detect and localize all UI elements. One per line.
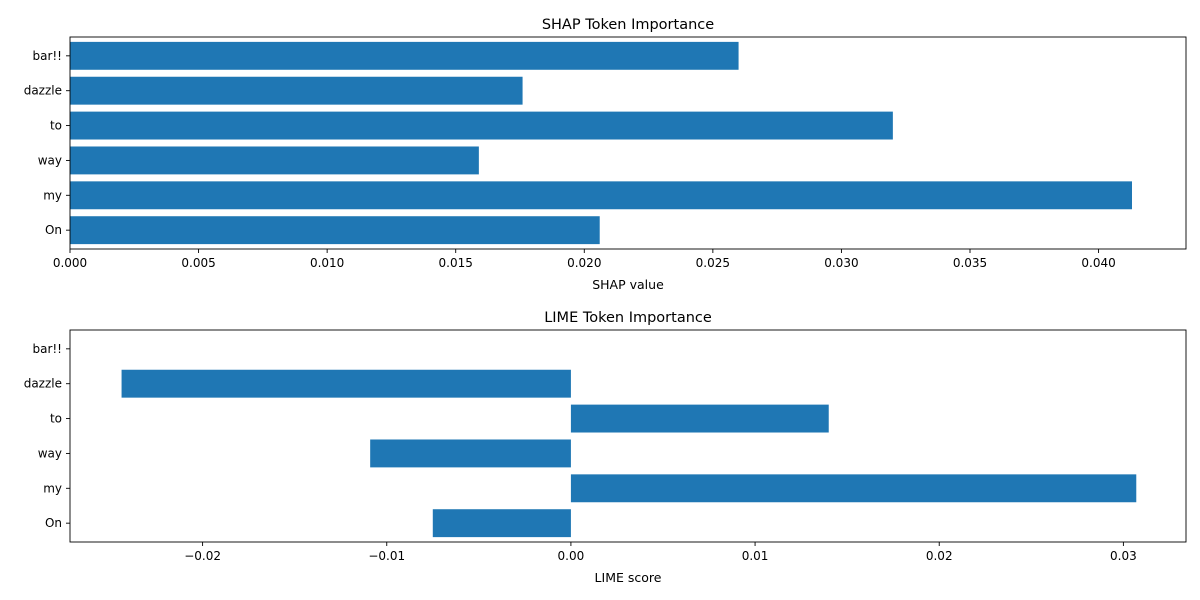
shap-ytick-label: bar!! <box>32 49 62 63</box>
lime-ytick-label: my <box>43 481 62 495</box>
lime-chart-title: LIME Token Importance <box>544 310 712 326</box>
lime-xtick-label: −0.01 <box>368 549 405 563</box>
shap-bar-my <box>70 181 1132 210</box>
lime-bar-my <box>570 474 1137 503</box>
shap-ytick-label: On <box>45 223 62 237</box>
lime-ytick-label: to <box>50 412 62 426</box>
lime-xtick-label: 0.02 <box>926 549 953 563</box>
lime-bar-dazzle <box>121 369 571 398</box>
shap-xtick-label: 0.020 <box>567 256 601 270</box>
shap-xtick-label: 0.015 <box>439 256 473 270</box>
shap-xtick-label: 0.000 <box>53 256 87 270</box>
shap-bar-dazzle <box>70 76 523 105</box>
shap-x-axis-label: SHAP value <box>592 277 664 292</box>
shap-xtick-label: 0.035 <box>953 256 987 270</box>
lime-axes-frame <box>69 329 1187 543</box>
lime-bar-on <box>432 509 571 538</box>
lime-xtick-label: 0.00 <box>558 549 585 563</box>
lime-bar-to <box>570 404 829 433</box>
shap-bar-bar <box>70 41 739 70</box>
lime-bar-way <box>370 439 571 468</box>
shap-xtick-label: 0.030 <box>824 256 858 270</box>
lime-ytick-label: dazzle <box>24 377 62 391</box>
shap-xtick-label: 0.040 <box>1081 256 1115 270</box>
lime-ytick-label: bar!! <box>32 342 62 356</box>
shap-xtick-label: 0.025 <box>696 256 730 270</box>
lime-ytick-label: On <box>45 516 62 530</box>
lime-panel: On my way to dazzle bar!! −0.02 −0.01 0.00 0.01 0.… <box>24 310 1187 585</box>
shap-axes-frame <box>69 36 1187 250</box>
shap-xtick-label: 0.010 <box>310 256 344 270</box>
lime-xtick-label: 0.01 <box>742 549 769 563</box>
shap-chart-title: SHAP Token Importance <box>542 17 714 33</box>
lime-xtick-label: −0.02 <box>184 549 221 563</box>
lime-xtick-label: 0.03 <box>1110 549 1137 563</box>
shap-ytick-label: way <box>38 153 62 167</box>
shap-ytick-label: my <box>43 188 62 202</box>
shap-panel: On my way to dazzle bar!! 0.000 0.005 0.010 0.015… <box>24 17 1187 292</box>
shap-bar-to <box>70 111 893 140</box>
lime-x-axis-label: LIME score <box>595 570 662 585</box>
shap-ytick-label: dazzle <box>24 84 62 98</box>
shap-xtick-label: 0.005 <box>181 256 215 270</box>
shap-ytick-label: to <box>50 119 62 133</box>
lime-ytick-label: way <box>38 446 62 460</box>
shap-bar-way <box>70 146 479 175</box>
shap-bar-on <box>70 216 600 245</box>
